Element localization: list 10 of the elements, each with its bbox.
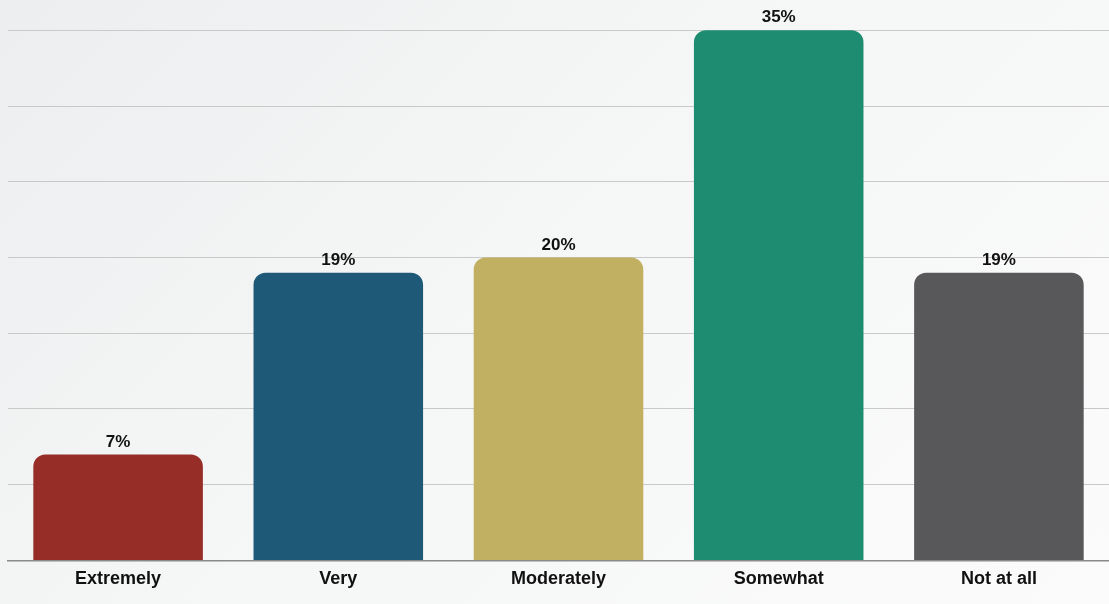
data-label: 19% bbox=[981, 249, 1016, 269]
data-label: 19% bbox=[321, 249, 356, 269]
x-tick-label: Somewhat bbox=[733, 568, 824, 589]
data-label: 7% bbox=[105, 431, 131, 451]
data-label: 20% bbox=[541, 234, 576, 254]
data-label: 35% bbox=[761, 7, 796, 27]
x-tick-label: Very bbox=[319, 568, 358, 589]
x-tick-label: Extremely bbox=[75, 568, 162, 589]
x-tick-label: Moderately bbox=[510, 568, 607, 589]
x-tick-label: Not at all bbox=[960, 568, 1037, 589]
